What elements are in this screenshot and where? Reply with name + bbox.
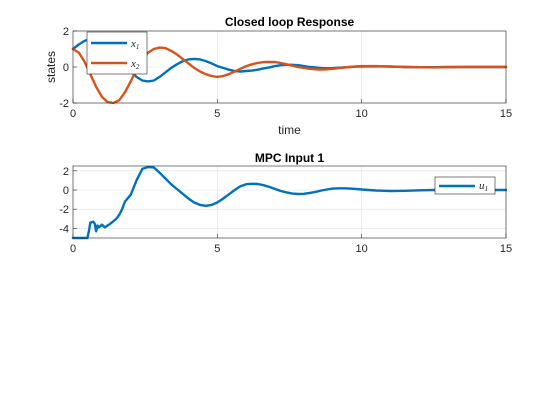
x-axis-label: time <box>278 123 301 137</box>
series-line-x2 <box>71 46 508 105</box>
axes-box <box>72 30 507 104</box>
y-tick-label: -2 <box>59 204 69 216</box>
x-tick-label: 15 <box>500 108 512 120</box>
plot-title: Closed loop Response <box>225 15 355 29</box>
x-tick-label: 10 <box>356 243 368 255</box>
x-tick-label: 5 <box>214 108 220 120</box>
legend-label-x2: x2 <box>130 58 140 71</box>
x-tick-label: 5 <box>214 243 220 255</box>
subplot-closed-loop-response: Closed loop Response 0 5 10 15-202 time sta… <box>44 15 512 137</box>
series-line-u1 <box>71 165 508 240</box>
x-tick-label: 10 <box>356 108 368 120</box>
subplot-mpc-input-1: MPC Input 1 0 5 10 15 -4 -2 0 2 u1 <box>59 151 512 255</box>
plot-area <box>73 166 506 238</box>
legend-label-x1: x1 <box>130 38 139 51</box>
x-tick-label: 15 <box>500 243 512 255</box>
y-tick-label: -4 <box>59 223 69 235</box>
legend: x1 x2 <box>86 31 148 75</box>
legend-label-u1: u1 <box>479 180 488 193</box>
y-axis-label: states <box>44 51 58 83</box>
legend: u1 <box>434 176 496 195</box>
series-lines <box>71 165 508 240</box>
axes-box <box>72 165 507 239</box>
x-tick-label: 0 <box>70 243 76 255</box>
x-tick-label: 0 <box>70 108 76 120</box>
tick-labels: 0 5 10 15-202 <box>59 26 512 120</box>
plot-title: MPC Input 1 <box>255 151 325 165</box>
gridlines <box>72 166 507 238</box>
tick-labels: 0 5 10 15 -4 -2 0 2 <box>59 166 512 255</box>
legend-box <box>86 31 148 75</box>
y-tick-label: 0 <box>63 185 69 197</box>
y-tick-label: -2 <box>59 98 69 110</box>
y-tick-label: 0 <box>63 62 69 74</box>
y-tick-label: 2 <box>63 26 69 38</box>
y-tick-label: 2 <box>63 166 69 178</box>
